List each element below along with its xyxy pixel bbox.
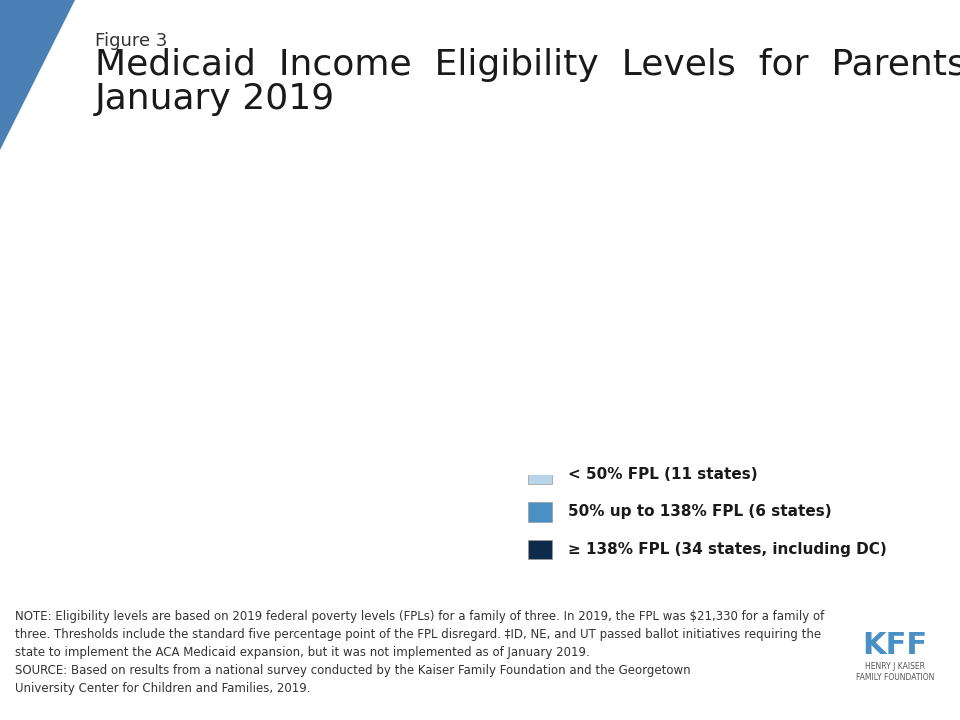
- Text: Medicaid  Income  Eligibility  Levels  for  Parents,: Medicaid Income Eligibility Levels for P…: [95, 48, 960, 82]
- Text: ≥ 138% FPL (34 states, including DC): ≥ 138% FPL (34 states, including DC): [568, 542, 887, 557]
- FancyBboxPatch shape: [528, 540, 552, 559]
- FancyBboxPatch shape: [528, 503, 552, 521]
- Text: January 2019: January 2019: [95, 82, 335, 116]
- Text: KFF: KFF: [862, 631, 927, 660]
- Polygon shape: [0, 0, 75, 150]
- FancyBboxPatch shape: [528, 464, 552, 484]
- Text: < 50% FPL (11 states): < 50% FPL (11 states): [568, 467, 758, 482]
- Text: Figure 3: Figure 3: [95, 32, 167, 50]
- Text: HENRY J KAISER
FAMILY FOUNDATION: HENRY J KAISER FAMILY FOUNDATION: [855, 662, 934, 682]
- Text: NOTE: Eligibility levels are based on 2019 federal poverty levels (FPLs) for a f: NOTE: Eligibility levels are based on 20…: [15, 610, 825, 695]
- Text: 50% up to 138% FPL (6 states): 50% up to 138% FPL (6 states): [568, 505, 832, 519]
